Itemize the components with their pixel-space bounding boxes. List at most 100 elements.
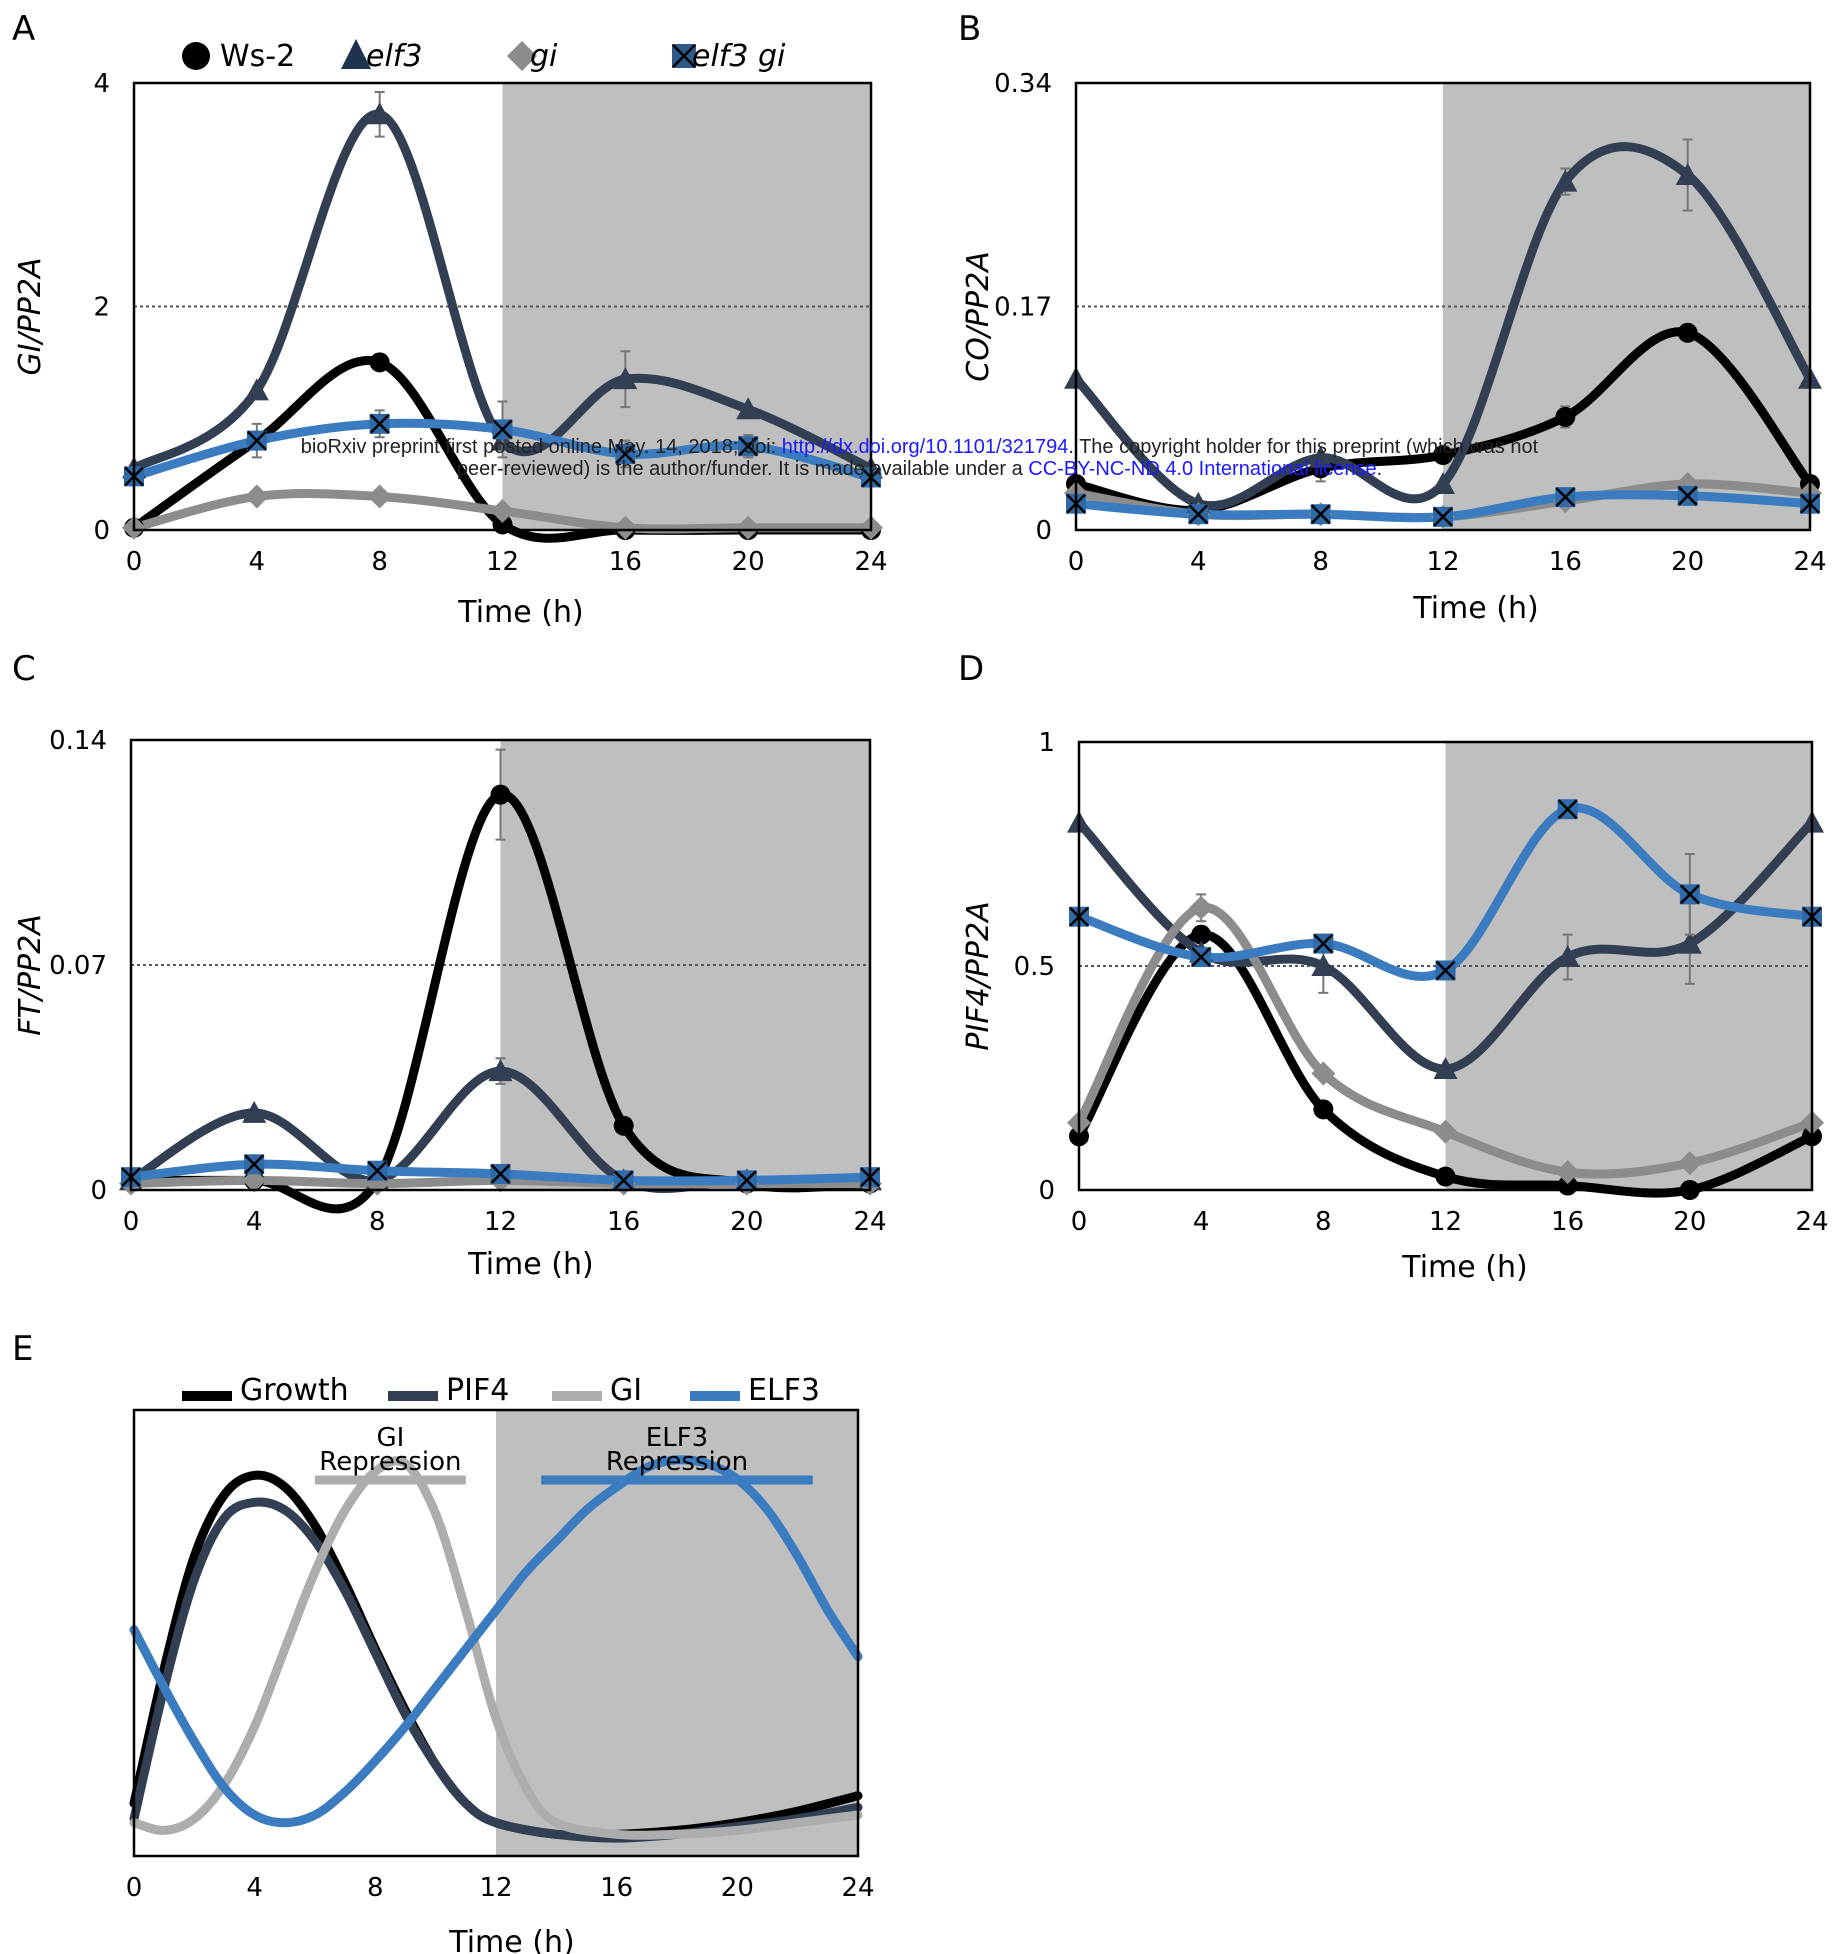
x-tick-label: 12	[479, 1873, 512, 1903]
data-point-diamond	[1677, 1151, 1702, 1176]
x-tick-label: 24	[841, 1873, 874, 1903]
plot-frame	[1074, 81, 1812, 532]
y-tick-label: 0	[93, 516, 110, 546]
data-point-circle	[1433, 445, 1453, 466]
x-tick-label: 24	[853, 1207, 886, 1237]
x-tick-label: 0	[126, 1873, 143, 1903]
legend-marker-x	[672, 44, 696, 68]
plot-frame	[1077, 740, 1814, 1192]
y-tick-label: 0.17	[994, 293, 1052, 323]
data-point-x	[492, 419, 513, 440]
data-point-triangle	[488, 1059, 513, 1082]
y-axis-title: FT/PP2A	[13, 914, 48, 1035]
panel-letter: E	[12, 1329, 33, 1369]
x-tick-label: 20	[1673, 1207, 1706, 1237]
data-point-diamond	[1311, 1061, 1336, 1086]
panel-letter: B	[958, 9, 981, 49]
plot-frame	[129, 738, 872, 1192]
data-point-x	[1557, 799, 1578, 820]
data-point-x	[1677, 485, 1698, 506]
data-point-triangle	[736, 397, 761, 420]
data-point-x	[1555, 487, 1576, 508]
x-axis-title: Time (h)	[1401, 1250, 1527, 1285]
x-tick-label: 16	[609, 547, 642, 577]
x-tick-label: 0	[126, 547, 143, 577]
data-point-x	[613, 1170, 634, 1191]
x-tick-label: 20	[730, 1207, 763, 1237]
y-tick-label: 2	[93, 293, 110, 323]
x-tick-label: 8	[1315, 1207, 1332, 1237]
legend-label: Ws-2	[220, 39, 295, 74]
data-point-x	[1433, 506, 1453, 527]
data-point-x	[490, 1164, 511, 1184]
data-point-diamond	[736, 515, 761, 540]
data-point-x	[1679, 884, 1700, 905]
y-tick-label: 4	[93, 69, 110, 99]
x-tick-label: 4	[246, 1207, 263, 1237]
data-point-triangle	[367, 102, 392, 125]
data-point-circle	[1555, 406, 1576, 427]
y-tick-label: 1	[1038, 728, 1055, 758]
panel-letter: D	[958, 649, 984, 689]
x-tick-label: 16	[607, 1207, 640, 1237]
data-point-x	[736, 1170, 757, 1191]
annotation-label: GI	[377, 1423, 405, 1453]
data-point-circle	[490, 784, 511, 805]
data-point-triangle	[1433, 1057, 1458, 1080]
data-point-circle	[1435, 1166, 1456, 1187]
data-point-diamond	[244, 484, 269, 509]
data-point-diamond	[490, 499, 515, 524]
data-point-circle	[369, 352, 390, 373]
data-point-diamond	[242, 1168, 267, 1193]
panel-c: 0 4 8 12 16 20 24 0 0.07 0.14 Time (h) FT/PP2A C	[12, 649, 887, 1282]
legend-label: GI	[610, 1373, 642, 1408]
data-point-triangle	[1431, 471, 1455, 494]
x-tick-label: 8	[369, 1207, 386, 1237]
data-point-triangle	[1553, 169, 1578, 192]
panel-letter: A	[12, 9, 35, 49]
data-point-x	[615, 444, 636, 464]
legend-label: Growth	[240, 1373, 349, 1408]
x-tick-label: 12	[1429, 1207, 1462, 1237]
legend-marker-triangle	[341, 39, 371, 69]
data-point-triangle	[1311, 954, 1336, 976]
data-point-x	[738, 436, 759, 457]
y-tick-label: 0.07	[49, 951, 107, 981]
legend-label: elf3	[366, 39, 422, 74]
panel-letter: C	[12, 649, 36, 689]
data-point-triangle	[1677, 931, 1702, 954]
x-tick-label: 24	[1793, 547, 1826, 577]
data-point-diamond	[613, 515, 638, 540]
x-tick-label: 16	[1549, 547, 1582, 577]
data-point-diamond	[1189, 895, 1214, 920]
x-tick-label: 0	[123, 1207, 140, 1237]
x-axis-title: Time (h)	[448, 1925, 574, 1954]
x-axis-title: Time (h)	[457, 595, 583, 630]
legend-top: Ws-2 elf3 gi elf3 gi	[182, 39, 786, 74]
x-tick-label: 8	[1312, 547, 1329, 577]
x-tick-label: 0	[1071, 1207, 1088, 1237]
data-point-x	[1313, 933, 1334, 954]
data-point-x	[1191, 947, 1212, 967]
data-point-circle	[1313, 1099, 1334, 1120]
x-tick-label: 4	[249, 547, 266, 577]
x-tick-label: 24	[1795, 1207, 1828, 1237]
data-point-circle	[1677, 322, 1698, 343]
y-axis-title: PIF4/PP2A	[961, 901, 996, 1050]
y-tick-label: 0.14	[49, 726, 107, 756]
x-axis-title: Time (h)	[1412, 591, 1538, 626]
x-tick-label: 4	[246, 1873, 263, 1903]
data-point-x	[246, 430, 267, 451]
data-point-circle	[1191, 924, 1212, 945]
x-tick-label: 12	[486, 547, 519, 577]
x-tick-label: 12	[1426, 547, 1459, 577]
data-point-triangle	[1675, 163, 1700, 186]
data-point-x	[244, 1154, 265, 1175]
x-tick-label: 20	[1671, 547, 1704, 577]
x-tick-label: 24	[854, 547, 887, 577]
data-point-x	[1435, 960, 1456, 981]
y-tick-label: 0.5	[1014, 952, 1055, 982]
data-point-triangle	[1555, 945, 1580, 968]
